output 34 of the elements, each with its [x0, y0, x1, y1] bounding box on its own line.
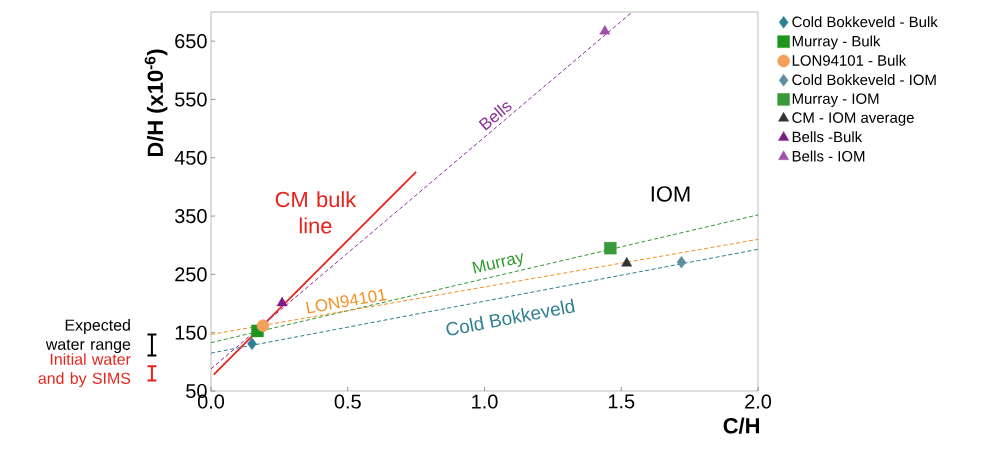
- point: [247, 337, 257, 350]
- y-tick-label: 350: [175, 209, 207, 224]
- legend-label: Bells - IOM: [792, 150, 865, 162]
- x-axis-title: C/H: [723, 417, 759, 434]
- y-axis-title: D/H (x10$^{-6}$): [144, 49, 168, 157]
- point: [256, 319, 270, 332]
- y-tick-label: 250: [175, 267, 207, 282]
- y-tick-label: 550: [175, 92, 207, 107]
- text: Expected water range: [45, 319, 131, 354]
- legend-label: Murray - IOM: [792, 93, 879, 107]
- x-tick-label: 2.0: [745, 394, 772, 409]
- legend-label: CM - IOM average: [792, 112, 914, 126]
- text: Murray: [472, 253, 523, 274]
- text: Cold Bokkeveld: [446, 298, 575, 336]
- y-tick-label: 650: [175, 34, 207, 49]
- point: [276, 296, 288, 307]
- legend-label: Cold Bokkeveld - Bulk: [792, 16, 938, 28]
- text: Initial water and by SIMS: [38, 353, 131, 388]
- x-tick-label: 1.0: [472, 394, 498, 409]
- x-tick-label: 0.5: [334, 394, 361, 409]
- legend-label: Bells -Bulk: [792, 131, 863, 143]
- x-tick-label: 1.5: [608, 394, 635, 409]
- text: LON94101: [306, 288, 387, 314]
- point: [604, 241, 617, 255]
- annotation: IOM: [651, 186, 690, 202]
- legend-label: Murray - Bulk: [792, 35, 881, 50]
- y-tick-label: 150: [175, 325, 207, 340]
- series-label: CM bulk line: [275, 191, 357, 234]
- point: [676, 255, 687, 269]
- y-tick-label: 450: [174, 150, 207, 165]
- point: [599, 25, 611, 35]
- legend-label: LON94101 - Bulk: [792, 54, 907, 66]
- point: [621, 257, 633, 267]
- legend-label: Cold Bokkeveld - IOM: [792, 74, 936, 86]
